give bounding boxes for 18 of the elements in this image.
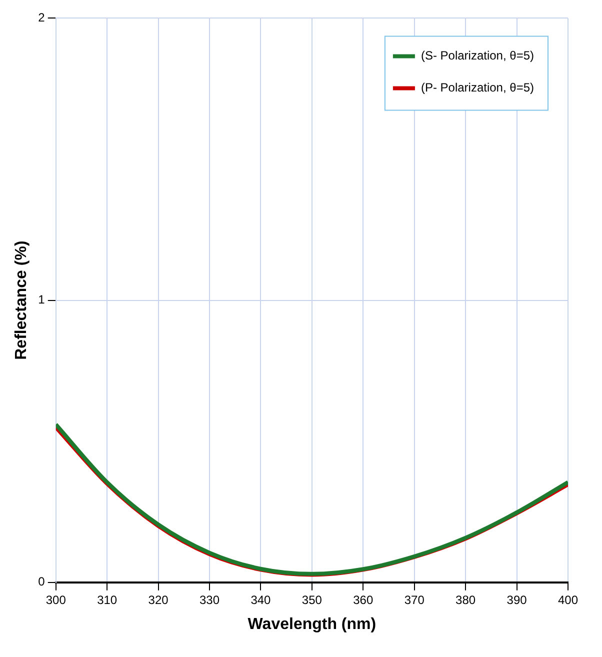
legend-label: (P- Polarization, θ=5) [420,80,534,95]
x-tick-label: 370 [404,592,425,607]
x-tick-label: 400 [558,592,578,607]
x-tick-label: 330 [199,592,220,607]
x-tick-label: 300 [46,592,66,607]
y-tick-label: 0 [38,574,46,589]
y-axis-title: Reflectance (%) [13,240,30,360]
x-axis-title: Wavelength (nm) [248,616,376,633]
x-tick-label: 360 [353,592,374,607]
y-tick-label: 2 [38,10,46,25]
x-tick-label: 350 [302,592,322,607]
x-tick-label: 320 [148,592,169,607]
x-tick-label: 310 [97,592,118,607]
legend-label: (S- Polarization, θ=5) [420,48,534,63]
y-tick-label: 1 [38,292,46,307]
x-tick-label: 380 [456,592,476,607]
x-tick-label: 340 [250,592,272,607]
x-tick-label: 390 [506,592,528,607]
